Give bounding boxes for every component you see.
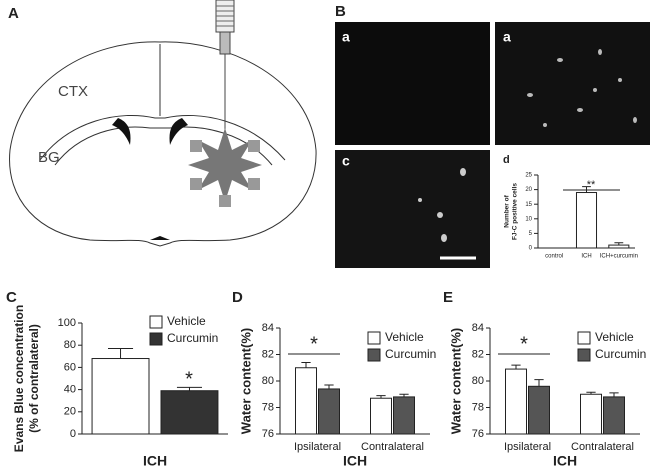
error-bar [614, 242, 624, 246]
x-tick-label: ICH+curcumin [600, 254, 638, 260]
y-tick-label: 82 [472, 348, 484, 360]
annotation: * [185, 368, 193, 390]
legend-label: Curcumin [167, 331, 218, 345]
error-bar [324, 384, 334, 389]
y-axis-label: (% of contralateral) [27, 324, 41, 433]
x-tick-label: Ipsilateral [294, 441, 341, 453]
error-bar [399, 393, 409, 397]
y-tick-label: 40 [64, 384, 76, 396]
y-tick-label: 80 [472, 375, 484, 387]
error-bar [176, 386, 202, 391]
y-tick-label: 0 [529, 246, 533, 252]
region-label: CTX [58, 83, 88, 100]
bar [318, 388, 340, 435]
brain-diagram [9, 0, 317, 247]
error-bar [511, 364, 521, 370]
annotation: ** [587, 179, 596, 191]
legend-label: Vehicle [595, 330, 634, 344]
error-bar [609, 392, 619, 397]
micrograph [335, 150, 490, 268]
y-tick-label: 25 [525, 173, 532, 179]
legend-swatch [367, 331, 381, 345]
micrograph [335, 22, 490, 145]
y-axis-label: Water content(%) [238, 328, 253, 434]
panel-label: A [8, 5, 19, 22]
y-tick-label: 78 [262, 401, 274, 413]
y-tick-label: 76 [472, 428, 484, 440]
bar [580, 393, 602, 435]
y-tick-label: 5 [529, 231, 533, 237]
bar [160, 390, 219, 435]
panel-label: D [232, 289, 243, 306]
x-tick-label: Ipsilateral [504, 441, 551, 453]
bar [603, 396, 625, 435]
image-label: a [342, 29, 350, 45]
legend-swatch [367, 348, 381, 362]
y-axis-label: Number of [504, 194, 511, 227]
y-tick-label: 60 [64, 361, 76, 373]
y-tick-label: 80 [262, 375, 274, 387]
image-label: c [342, 153, 350, 169]
x-tick-label: ICH [581, 254, 591, 260]
error-bar [534, 379, 544, 387]
region-label: BG [38, 149, 60, 166]
y-tick-label: 15 [525, 202, 532, 208]
x-axis-label: ICH [343, 453, 367, 469]
y-axis-label: Evans Blue concentration [12, 305, 26, 452]
legend-swatch [577, 348, 591, 362]
legend-label: Curcumin [595, 347, 646, 361]
y-axis-label: Water content(%) [448, 328, 463, 434]
bar [575, 192, 598, 249]
y-tick-label: 84 [262, 322, 274, 334]
error-bar [376, 395, 386, 399]
image-label: a [503, 29, 511, 45]
legend-label: Vehicle [167, 314, 206, 328]
y-tick-label: 100 [58, 317, 76, 329]
y-axis-label: FJ-C positive cells [512, 183, 519, 240]
bar [608, 244, 630, 249]
error-bar [586, 391, 596, 395]
micrograph [495, 22, 650, 145]
cell-dots [418, 168, 466, 242]
panel-label: d [503, 154, 510, 166]
panel-label: B [335, 3, 346, 20]
annotation: * [520, 333, 528, 355]
panel-label: C [6, 289, 17, 306]
y-tick-label: 78 [472, 401, 484, 413]
bar [91, 358, 150, 435]
x-tick-label: Contralateral [361, 441, 424, 453]
charts: d 0 5 10 15 20 25 Number of FJ-C positive cells c… [6, 154, 646, 469]
x-tick-label: control [545, 254, 563, 260]
y-tick-label: 76 [262, 428, 274, 440]
bar [505, 368, 527, 435]
legend-swatch [577, 331, 591, 345]
legend-swatch [149, 315, 163, 329]
y-tick-label: 84 [472, 322, 484, 334]
bar [370, 397, 392, 435]
error-bar [301, 361, 311, 368]
error-bar [108, 348, 134, 359]
bar [528, 385, 550, 435]
y-tick-label: 20 [64, 406, 76, 418]
legend-swatch [149, 332, 163, 346]
y-tick-label: 20 [525, 187, 532, 193]
panel-label: E [443, 289, 453, 306]
x-axis-label: ICH [553, 453, 577, 469]
y-tick-label: 0 [70, 428, 76, 440]
legend-label: Curcumin [385, 347, 436, 361]
bar [393, 396, 415, 435]
legend-label: Vehicle [385, 330, 424, 344]
x-tick-label: Contralateral [571, 441, 634, 453]
x-axis-label: ICH [143, 453, 167, 469]
bar [295, 367, 317, 435]
y-tick-label: 80 [64, 339, 76, 351]
y-tick-label: 10 [525, 216, 532, 222]
y-tick-label: 82 [262, 348, 274, 360]
annotation: * [310, 333, 318, 355]
